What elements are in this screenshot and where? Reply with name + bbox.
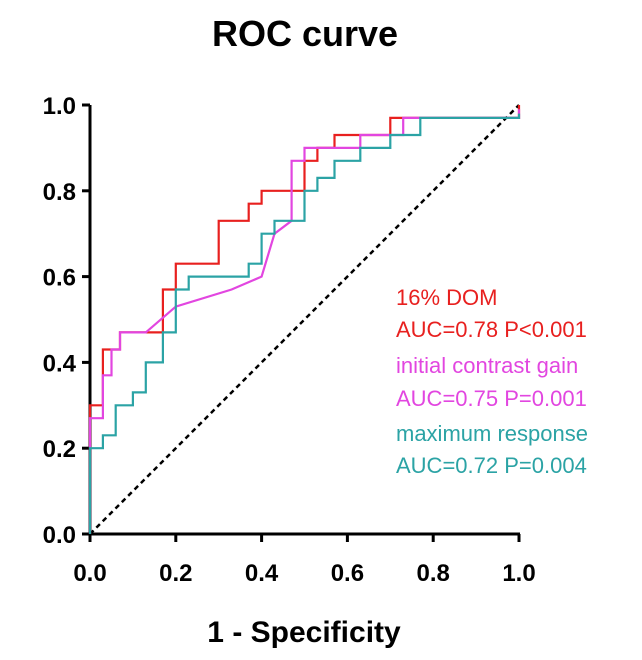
legend-auc-maximum-response: AUC=0.72 P=0.004: [396, 453, 587, 478]
plot-area: 0.0 0.2 0.4 0.6 0.8 1.0 0.0 0.2 0.4 0.6 0.8 1.0: [43, 93, 536, 587]
legend-name-16-dom: 16% DOM: [396, 285, 497, 310]
y-tick-label: 0.4: [43, 350, 77, 377]
x-tick-label: 0.0: [73, 560, 106, 587]
y-tick-label: 0.0: [43, 522, 76, 549]
chance-diagonal-line: [89, 104, 520, 535]
x-axis-label: 1 - Specificity: [207, 616, 401, 649]
x-tick-label: 0.4: [245, 560, 279, 587]
legend-auc-initial-contrast-gain: AUC=0.75 P=0.001: [396, 386, 587, 411]
series-line-initial-contrast-gain: [88, 109, 521, 534]
y-tick-label: 0.8: [43, 179, 76, 206]
x-tick-label: 0.8: [417, 560, 450, 587]
legend-name-maximum-response: maximum response: [396, 421, 588, 446]
legend-auc-16-dom: AUC=0.78 P<0.001: [396, 317, 587, 342]
x-tick-label: 0.6: [331, 560, 364, 587]
series-line-maximum-response: [88, 113, 521, 534]
legend: 16% DOM AUC=0.78 P<0.001 initial contrast …: [396, 285, 588, 478]
y-tick-label: 0.2: [43, 436, 76, 463]
y-tick-label: 0.6: [43, 265, 76, 292]
x-tick-label: 1.0: [502, 560, 535, 587]
legend-name-initial-contrast-gain: initial contrast gain: [396, 353, 578, 378]
chart-title: ROC curve: [212, 13, 398, 54]
x-tick-label: 0.2: [159, 560, 192, 587]
y-tick-label: 1.0: [43, 93, 76, 120]
